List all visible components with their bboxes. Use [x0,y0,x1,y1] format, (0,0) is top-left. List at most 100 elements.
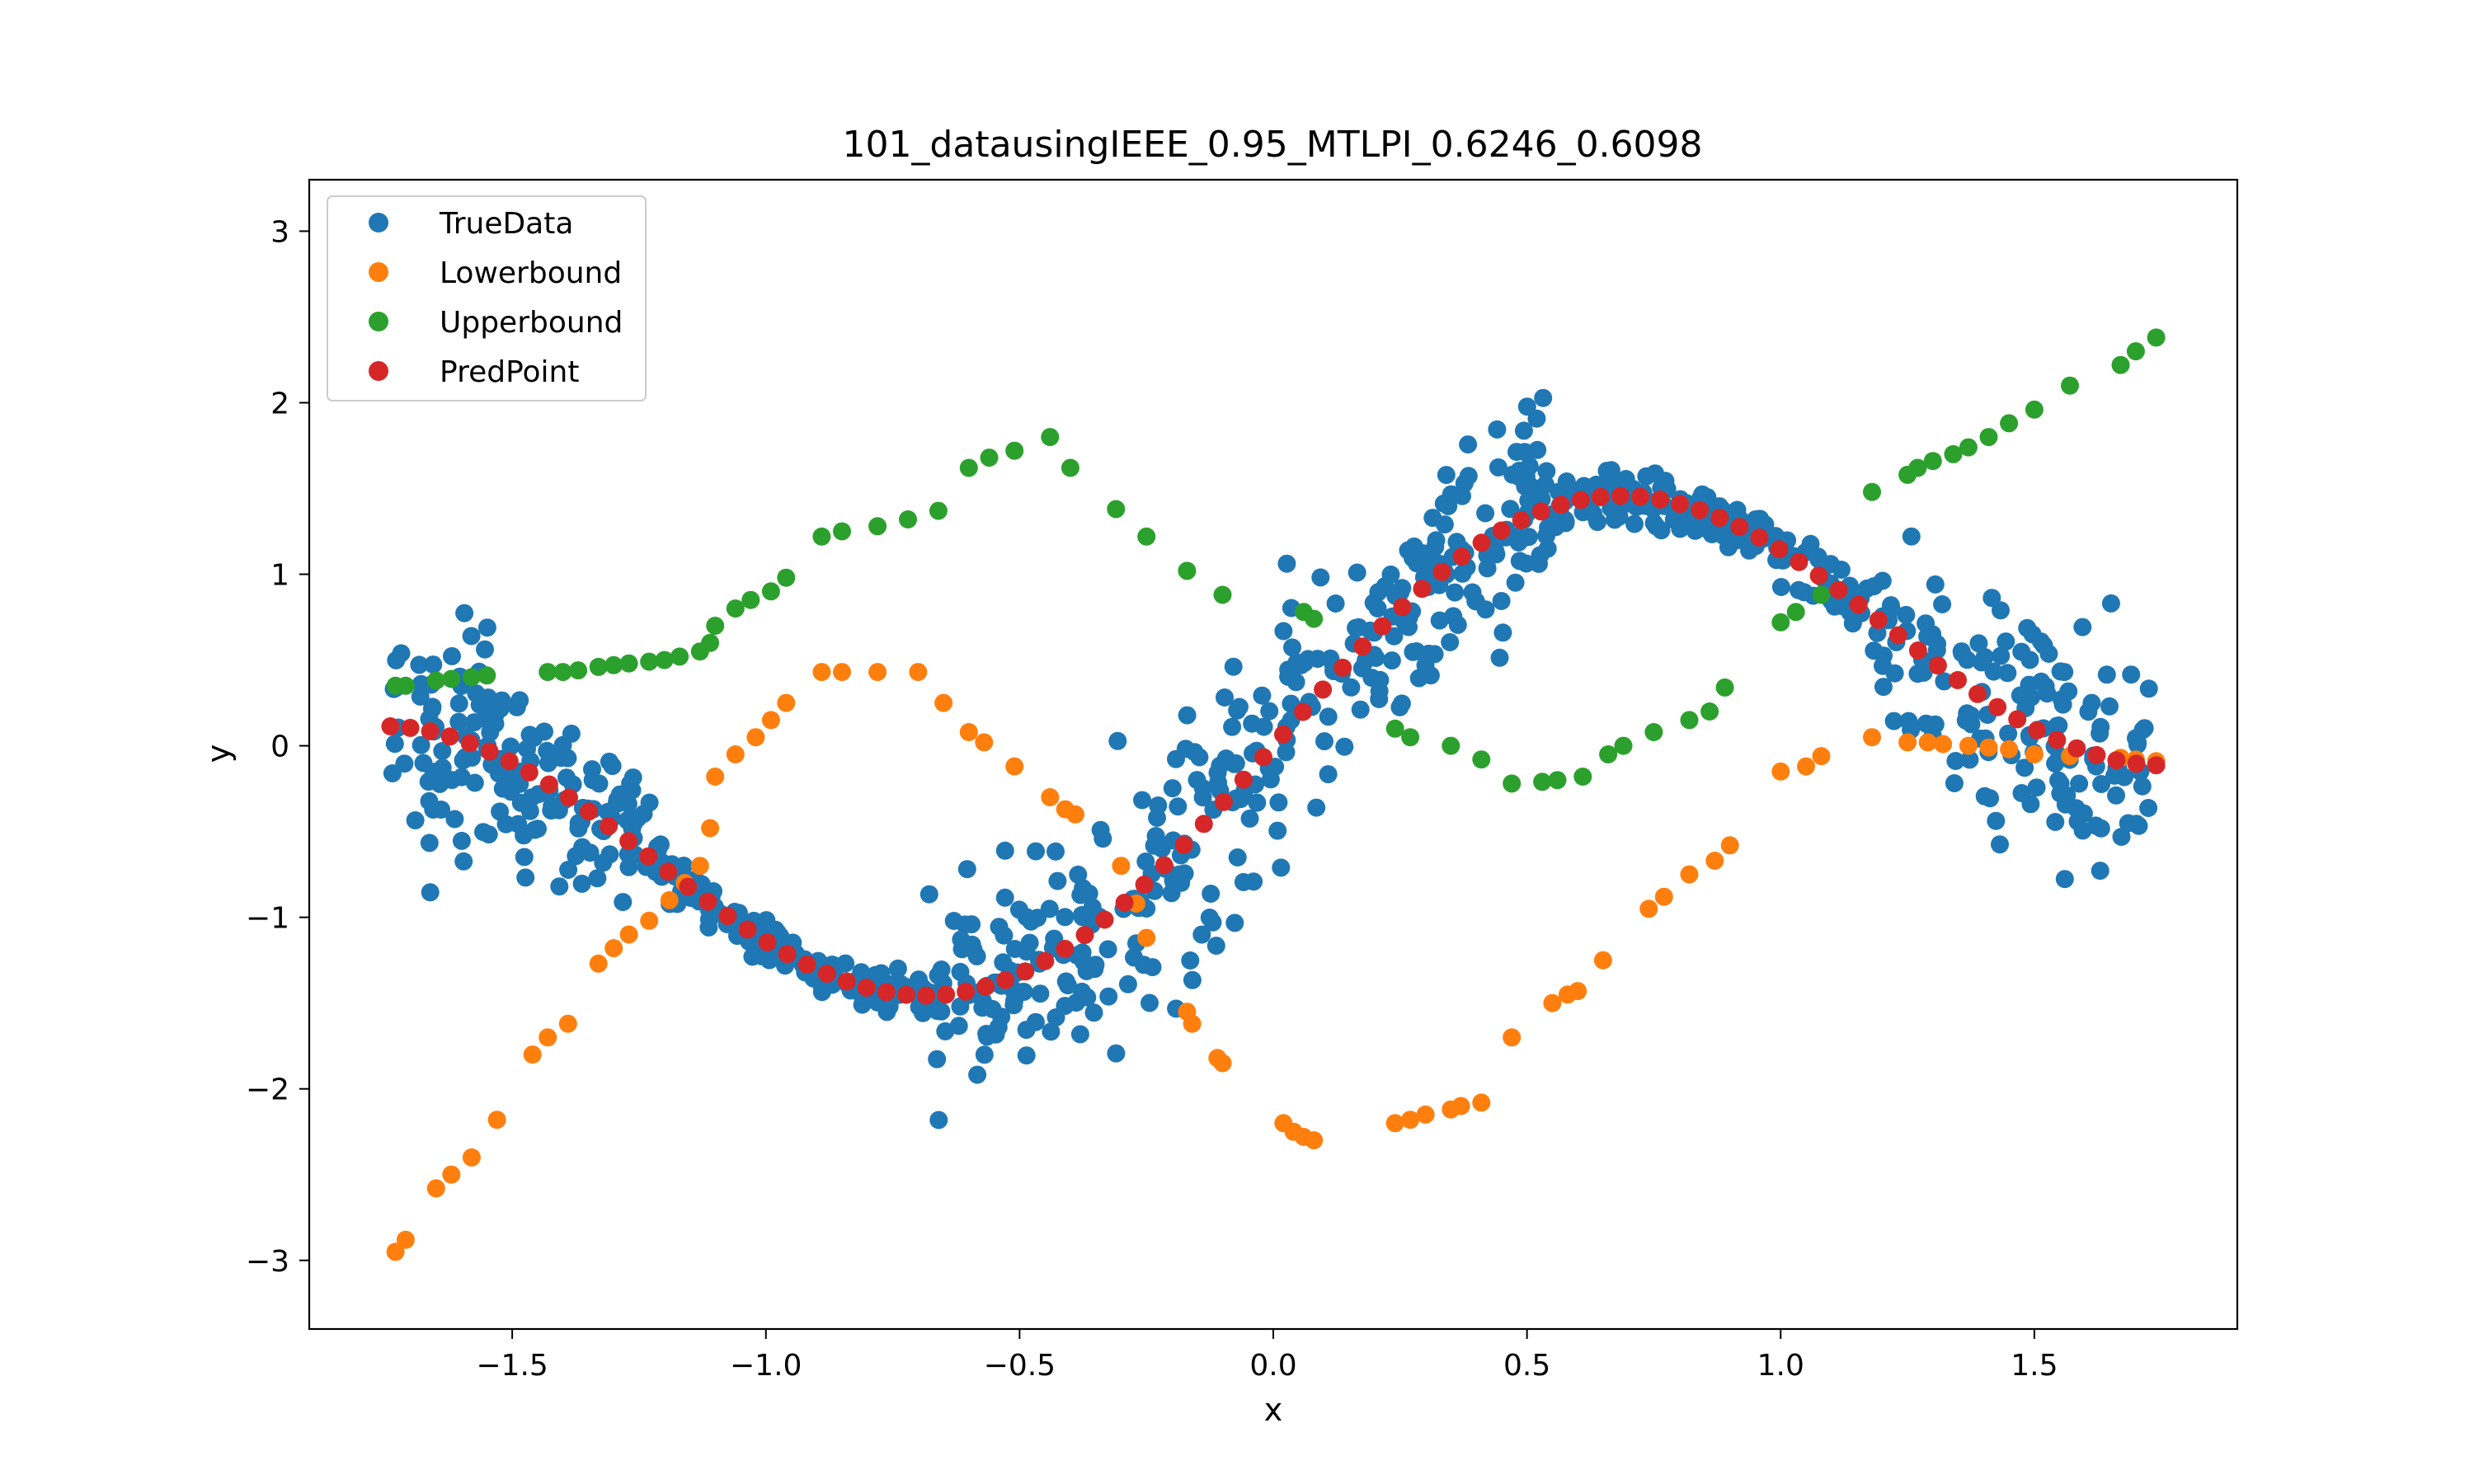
truedata-point [538,741,557,760]
predpoint-point [1254,748,1272,767]
truedata-point [1935,672,1954,691]
truedata-point [1771,578,1790,596]
truedata-point [1972,653,1991,672]
truedata-point [1832,561,1851,579]
truedata-point [1423,509,1442,528]
truedata-point [445,810,464,829]
truedata-point [1442,485,1460,504]
truedata-point [1224,657,1243,676]
predpoint-point [1452,547,1471,566]
predpoint-point [1135,876,1154,894]
truedata-point [2055,870,2074,889]
truedata-point [1945,774,1964,792]
truedata-point [1183,970,1202,989]
predpoint-point [679,877,698,896]
truedata-point [1342,678,1361,697]
truedata-point [1084,1003,1103,1022]
truedata-point [2046,813,2065,831]
truedata-point [1488,420,1507,439]
truedata-point [463,748,482,767]
truedata-point [1240,809,1259,828]
lowerbound-point [442,1165,461,1184]
truedata-point [1216,688,1234,707]
upperbound-point [2000,414,2019,433]
truedata-point [920,885,938,904]
truedata-point [1884,711,1903,730]
upperbound-point [1178,561,1197,580]
truedata-point [414,754,433,773]
truedata-point [1843,614,1862,633]
truedata-point [2133,777,2152,796]
truedata-point [1319,765,1338,784]
legend-marker [369,312,388,331]
predpoint-point [1492,521,1511,540]
predpoint-point [440,727,459,746]
truedata-point [2082,693,2101,712]
upperbound-point [2025,400,2044,419]
truedata-point [1225,913,1244,932]
truedata-point [1998,664,2017,683]
lowerbound-point [396,1230,415,1249]
lowerbound-point [539,1028,557,1047]
truedata-point [1308,650,1327,669]
predpoint-point [580,802,598,821]
predpoint-point [421,722,440,740]
truedata-point [462,627,481,646]
upperbound-point [1644,723,1663,741]
predpoint-point [1571,491,1590,510]
truedata-point [1671,519,1690,538]
lowerbound-point [619,925,638,944]
predpoint-point [1888,626,1907,645]
truedata-point [1933,595,1952,613]
truedata-point [1874,646,1893,665]
predpoint-point [1968,684,1987,703]
truedata-point [1992,601,2010,620]
predpoint-point [797,956,816,974]
upperbound-point [553,663,572,682]
truedata-point [1501,500,1520,519]
predpoint-point [1214,792,1233,811]
legend-marker [369,361,388,381]
truedata-point [424,655,443,674]
upperbound-point [868,517,887,536]
predpoint-point [1373,617,1392,636]
truedata-point [2012,784,2031,802]
truedata-point [1107,1044,1126,1063]
upperbound-point [1700,702,1719,721]
truedata-point [1192,925,1211,944]
truedata-point [1515,443,1534,462]
y-tick-label: −3 [246,1245,289,1279]
lowerbound-point [726,745,745,763]
truedata-point [420,834,439,852]
upperbound-point [1137,527,1156,546]
truedata-point [476,640,494,659]
predpoint-point [2127,754,2146,773]
predpoint-point [1274,725,1292,744]
truedata-point [1254,717,1273,736]
upperbound-point [726,599,745,618]
truedata-point [492,691,511,710]
truedata-point [1448,615,1467,634]
truedata-point [1172,873,1191,892]
upperbound-point [899,510,917,528]
predpoint-point [857,978,876,997]
lowerbound-point [426,1179,445,1198]
truedata-point [1287,653,1306,672]
truedata-point [452,831,471,850]
truedata-point [1348,563,1366,582]
truedata-point [411,687,430,706]
legend-box [327,195,647,402]
upperbound-point [1908,458,1927,477]
lowerbound-point [386,1242,405,1261]
predpoint-point [2147,756,2166,775]
truedata-point [1017,1021,1036,1040]
y-tick-label: −2 [246,1073,289,1107]
upperbound-point [1385,719,1404,738]
truedata-point [1200,909,1219,927]
truedata-point [1185,743,1204,762]
truedata-point [1874,678,1893,697]
truedata-point [433,758,452,777]
truedata-point [995,841,1014,860]
truedata-point [1376,577,1395,595]
lowerbound-point [2025,745,2044,763]
